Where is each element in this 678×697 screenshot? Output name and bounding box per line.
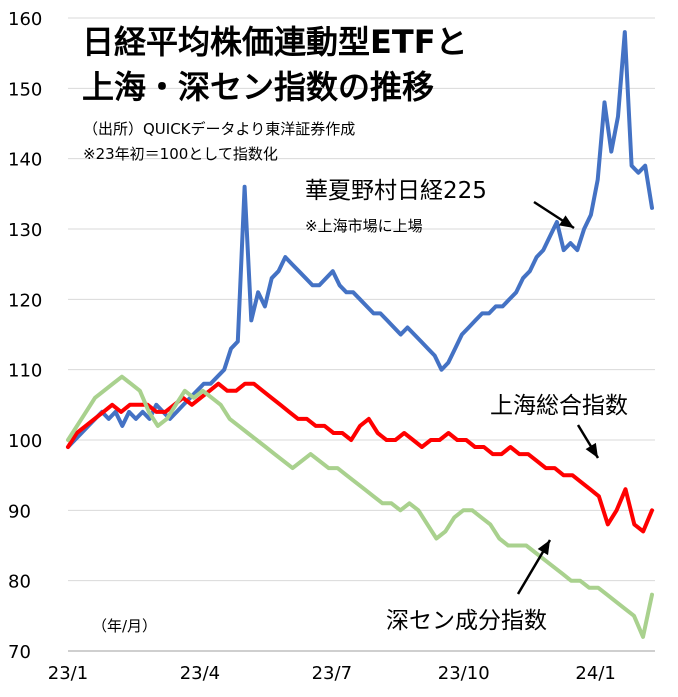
y-tick-label: 140 (8, 150, 42, 171)
x-unit-label: （年/月） (92, 617, 157, 635)
series-group (66, 30, 654, 639)
series-line-0 (66, 30, 654, 449)
series-label-shanghai: 上海総合指数 (490, 393, 628, 419)
y-tick-label: 110 (8, 361, 42, 382)
arrow-shanghai-head (585, 442, 598, 458)
series-sublabel-huaxia: ※上海市場に上場 (305, 217, 423, 235)
arrow-huaxia-head (558, 215, 574, 228)
series-label-huaxia: 華夏野村日経225 (305, 178, 487, 204)
x-tick-label: 23/4 (180, 663, 220, 684)
x-tick-label: 23/1 (48, 663, 88, 684)
y-tick-label: 90 (8, 501, 31, 522)
series-line-2 (66, 374, 654, 639)
series-line-1 (66, 381, 654, 534)
x-tick-label: 23/7 (312, 663, 352, 684)
y-tick-label: 130 (8, 220, 42, 241)
y-axis-labels: 70 80 90 100 110 120 130 140 150 160 (8, 9, 42, 663)
chart-title-line-2: 上海・深セン指数の推移 (82, 68, 434, 106)
chart-title-line-1: 日経平均株価連動型ETFと (82, 23, 468, 61)
source-note: （出所）QUICKデータより東洋証券作成 (83, 120, 355, 138)
y-tick-label: 100 (8, 431, 42, 452)
y-tick-label: 80 (8, 572, 31, 593)
y-tick-label: 160 (8, 9, 42, 30)
annotation-arrows (516, 200, 600, 595)
index-note: ※23年初＝100として指数化 (83, 145, 278, 163)
y-tick-label: 120 (8, 290, 42, 311)
x-tick-label: 24/1 (575, 663, 615, 684)
series-label-shenzhen: 深セン成分指数 (386, 608, 547, 634)
x-axis-labels: 23/1 23/4 23/7 23/10 24/1 (48, 663, 616, 684)
y-tick-label: 150 (8, 79, 42, 100)
x-tick-label: 23/10 (438, 663, 490, 684)
arrow-shenzhen-head (537, 540, 550, 556)
y-tick-label: 70 (8, 642, 31, 663)
